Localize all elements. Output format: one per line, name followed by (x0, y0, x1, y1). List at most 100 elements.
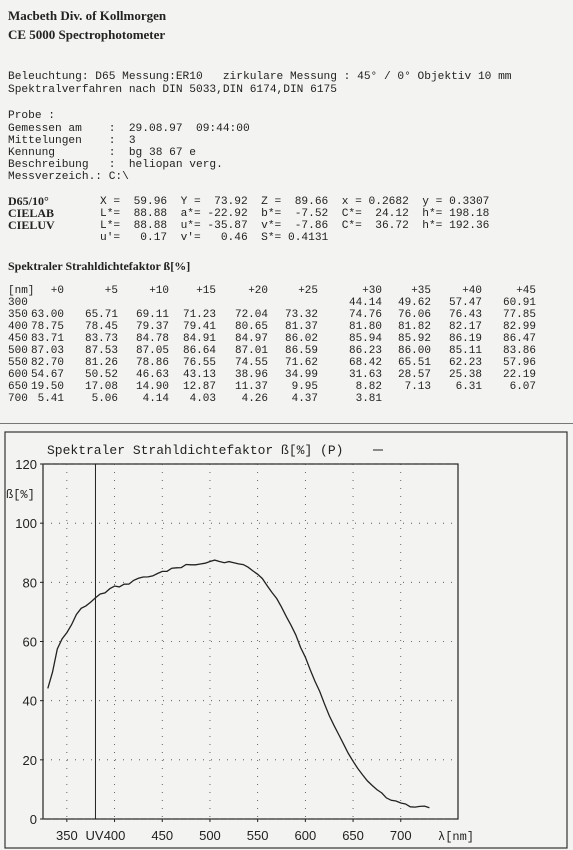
table-column-header: +30 (362, 285, 382, 297)
table-cell: 83.73 (84, 333, 118, 345)
table-cell: 63.00 (30, 309, 64, 321)
table-cell: 81.26 (84, 357, 118, 369)
table-cell: 57.96 (502, 357, 536, 369)
table-title: Spektraler Strahldichtefaktor ß[%] (8, 259, 191, 273)
table-cell: 87.01 (234, 345, 268, 357)
table-column-header: +20 (248, 285, 268, 297)
table-cell: 43.13 (182, 369, 216, 381)
table-cell: 17.08 (84, 381, 118, 393)
table-cell: 71.23 (182, 309, 216, 321)
table-cell: 87.53 (84, 345, 118, 357)
table-cell: 77.85 (502, 309, 536, 321)
sample-id: Kennung : bg 38 67 e (8, 147, 196, 159)
spectral-method: Spektralverfahren nach DIN 5033,DIN 6174… (8, 84, 337, 96)
instrument-maker: Macbeth Div. of Kollmorgen (8, 8, 167, 23)
spectral-chart: Spektraler Strahldichtefaktor ß[%] (P) 0 2… (4, 431, 568, 849)
table-cell: 60.91 (502, 297, 536, 309)
table-cell: 4.37 (291, 393, 318, 405)
table-cell: 14.90 (135, 381, 169, 393)
x-tick-label: 700 (390, 828, 412, 843)
table-column-header: +40 (462, 285, 482, 297)
y-tick-label: 80 (23, 575, 37, 590)
table-cell: 74.76 (348, 309, 382, 321)
table-cell: 4.03 (189, 393, 216, 405)
table-cell: 85.11 (448, 345, 482, 357)
table-cell: 81.37 (284, 321, 318, 333)
table-cell: 72.04 (234, 309, 268, 321)
x-tick-label: 500 (199, 828, 221, 843)
table-corner: [nm] (8, 285, 35, 297)
table-cell: 22.19 (502, 369, 536, 381)
uv-values: u'= 0.17 v'= 0.46 S*= 0.4131 (100, 232, 329, 244)
table-cell: 86.19 (448, 333, 482, 345)
table-column-header: +10 (149, 285, 169, 297)
sample-date: Gemessen am : 29.08.97 09:44:00 (8, 123, 250, 135)
table-cell: 86.47 (502, 333, 536, 345)
cielab-values: L*= 88.88 a*= -22.92 b*= -7.52 C*= 24.12… (100, 208, 490, 220)
table-cell: 65.71 (84, 309, 118, 321)
table-cell: 11.37 (234, 381, 268, 393)
table-cell: 86.23 (348, 345, 382, 357)
table-column-header: +5 (104, 285, 118, 297)
table-cell: 8.82 (355, 381, 382, 393)
uv-marker-label: UV (85, 828, 103, 843)
table-cell: 9.95 (291, 381, 318, 393)
x-axis-label: λ[nm] (438, 830, 474, 844)
sample-averages: Mittelungen : 3 (8, 135, 136, 147)
table-cell: 73.32 (284, 309, 318, 321)
x-tick-label: 550 (247, 828, 269, 843)
table-cell: 76.43 (448, 309, 482, 321)
table-column-header: +35 (411, 285, 431, 297)
table-cell: 86.64 (182, 345, 216, 357)
table-wavelength: 500 (8, 345, 28, 357)
y-tick-label: 20 (23, 753, 37, 768)
x-tick-label: 450 (151, 828, 173, 843)
table-cell: 87.05 (135, 345, 169, 357)
sample-description: Beschreibung : heliopan verg. (8, 159, 223, 171)
table-cell: 76.55 (182, 357, 216, 369)
table-cell: 81.80 (348, 321, 382, 333)
table-wavelength: 450 (8, 333, 28, 345)
table-cell: 6.31 (455, 381, 482, 393)
table-cell: 78.45 (84, 321, 118, 333)
table-cell: 78.75 (30, 321, 64, 333)
table-cell: 85.92 (397, 333, 431, 345)
x-tick-label: 400 (104, 828, 126, 843)
table-cell: 50.52 (84, 369, 118, 381)
y-tick-label: 120 (15, 457, 37, 472)
table-cell: 74.55 (234, 357, 268, 369)
cieluv-label: CIELUV (8, 218, 55, 232)
table-cell: 83.86 (502, 345, 536, 357)
table-wavelength: 300 (8, 297, 28, 309)
table-cell: 25.38 (448, 369, 482, 381)
table-cell: 7.13 (404, 381, 431, 393)
chart-title: Spektraler Strahldichtefaktor ß[%] (P) (47, 443, 343, 458)
table-cell: 19.50 (30, 381, 64, 393)
table-cell: 38.96 (234, 369, 268, 381)
d65-label: D65/10° (8, 194, 49, 208)
y-tick-label: 60 (23, 635, 37, 650)
table-cell: 86.02 (284, 333, 318, 345)
table-cell: 82.99 (502, 321, 536, 333)
table-cell: 79.41 (182, 321, 216, 333)
table-cell: 84.91 (182, 333, 216, 345)
y-tick-label: 100 (15, 516, 37, 531)
illumination-settings: Beleuchtung: D65 Messung:ER10 zirkulare … (8, 71, 512, 83)
table-cell: 62.23 (448, 357, 482, 369)
table-cell: 84.78 (135, 333, 169, 345)
table-column-header: +25 (298, 285, 318, 297)
table-cell: 46.63 (135, 369, 169, 381)
table-cell: 69.11 (135, 309, 169, 321)
table-cell: 82.17 (448, 321, 482, 333)
table-cell: 5.41 (37, 393, 64, 405)
table-cell: 80.65 (234, 321, 268, 333)
table-wavelength: 600 (8, 369, 28, 381)
table-cell: 54.67 (30, 369, 64, 381)
table-cell: 44.14 (348, 297, 382, 309)
table-wavelength: 650 (8, 381, 28, 393)
cieluv-values: L*= 88.88 u*= -35.87 v*= -7.86 C*= 36.72… (100, 220, 490, 232)
table-cell: 76.06 (397, 309, 431, 321)
table-wavelength: 700 (8, 393, 28, 405)
section-divider (0, 423, 573, 424)
x-tick-label: 600 (295, 828, 317, 843)
